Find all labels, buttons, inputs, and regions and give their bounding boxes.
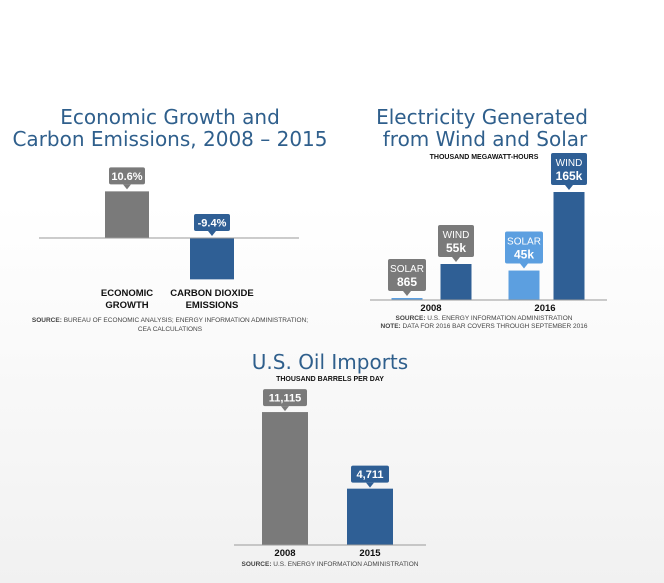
c2-cat-2016: 2016 bbox=[534, 303, 555, 314]
c3-callout-0 bbox=[263, 389, 307, 412]
c1-source-text-2: CEA CALCULATIONS bbox=[138, 326, 203, 333]
c2-solar-value-1: 45k bbox=[514, 248, 534, 262]
c2-note-text: DATA FOR 2016 BAR COVERS THROUGH SEPTEMB… bbox=[401, 323, 588, 330]
c1-source: SOURCE: BUREAU OF ECONOMIC ANALYSIS; ENE… bbox=[32, 317, 308, 324]
c2-title-line-2: from Wind and Solar bbox=[383, 127, 588, 151]
c2-wind-bar-1 bbox=[553, 192, 585, 300]
c2-wind-callout-1-box bbox=[551, 153, 587, 186]
c3-value-label-0: 11,115 bbox=[269, 393, 301, 405]
c3-cat-2015: 2015 bbox=[359, 548, 381, 559]
c2-wind-callout-1 bbox=[551, 153, 587, 191]
c2-wind-name-0: WIND bbox=[443, 230, 470, 241]
c3-callout-1 bbox=[351, 465, 389, 488]
c2-wind-value-0: 55k bbox=[446, 241, 466, 255]
c1-title-line-1: Economic Growth and bbox=[60, 105, 280, 129]
c2-solar-callout-1-box bbox=[505, 231, 543, 264]
c2-note: NOTE: DATA FOR 2016 BAR COVERS THROUGH S… bbox=[381, 323, 588, 330]
c2-source-text: U.S. ENERGY INFORMATION ADMINISTRATION bbox=[426, 315, 573, 322]
c2-solar-name-1: SOLAR bbox=[507, 237, 541, 248]
c1-bar-1 bbox=[190, 238, 234, 280]
c3-bar-1 bbox=[347, 488, 393, 545]
c3-value-label-1: 4,711 bbox=[357, 469, 384, 481]
c3-bar-0 bbox=[262, 412, 308, 545]
c2-wind-callout-1-pointer bbox=[565, 185, 573, 191]
c2-wind-name-1: WIND bbox=[556, 158, 583, 169]
c1-callout-0-box bbox=[109, 167, 145, 185]
c2-wind-value-1: 165k bbox=[556, 169, 583, 183]
c2-title-line-1: Electricity Generated bbox=[376, 105, 588, 129]
c1-cat-0-line-1: ECONOMIC bbox=[101, 288, 153, 299]
oil-imports-chart: U.S. Oil Imports THOUSAND BARRELS PER DA… bbox=[234, 350, 426, 568]
c2-solar-callout-1 bbox=[505, 231, 543, 269]
c2-solar-name-0: SOLAR bbox=[390, 264, 424, 275]
c3-cat-2008: 2008 bbox=[274, 548, 295, 559]
c2-wind-callout-0 bbox=[438, 225, 474, 263]
c1-value-label-1: -9.4% bbox=[198, 218, 227, 230]
c2-solar-callout-0-pointer bbox=[403, 291, 411, 296]
c2-wind-callout-0-box bbox=[438, 225, 474, 258]
c3-callout-1-box bbox=[351, 465, 389, 483]
c2-solar-bar-1 bbox=[508, 270, 540, 300]
c2-solar-callout-1-pointer bbox=[520, 263, 528, 269]
c3-source-label: SOURCE: bbox=[242, 561, 272, 568]
c2-solar-callout-0 bbox=[388, 259, 426, 296]
c1-title-line-2: Carbon Emissions, 2008 – 2015 bbox=[12, 127, 327, 151]
c3-callout-0-box bbox=[263, 389, 307, 407]
c3-callout-1-pointer bbox=[366, 482, 374, 488]
c1-source-text-1: BUREAU OF ECONOMIC ANALYSIS; ENERGY INFO… bbox=[62, 317, 308, 324]
c2-wind-bar-0 bbox=[440, 264, 472, 300]
c1-bar-0 bbox=[105, 191, 149, 238]
c1-value-label-0: 10.6% bbox=[111, 171, 142, 183]
c3-source-text: U.S. ENERGY INFORMATION ADMINISTRATION bbox=[272, 561, 419, 568]
c1-callout-1 bbox=[194, 214, 230, 236]
c1-callout-1-pointer bbox=[208, 231, 216, 236]
c3-title: U.S. Oil Imports bbox=[252, 350, 408, 374]
c2-subtitle: THOUSAND MEGAWATT-HOURS bbox=[430, 154, 539, 161]
wind-solar-chart: Electricity Generated from Wind and Sola… bbox=[370, 105, 607, 330]
c1-source-label: SOURCE: bbox=[32, 317, 62, 324]
c2-wind-callout-0-pointer bbox=[452, 257, 460, 263]
c1-callout-0-pointer bbox=[123, 184, 131, 190]
c1-cat-1-line-1: CARBON DIOXIDE bbox=[170, 288, 253, 299]
economic-carbon-chart: Economic Growth and Carbon Emissions, 20… bbox=[12, 105, 327, 333]
c3-source: SOURCE: U.S. ENERGY INFORMATION ADMINIST… bbox=[242, 561, 419, 568]
c2-note-label: NOTE: bbox=[381, 323, 401, 330]
c1-callout-1-box bbox=[194, 214, 230, 231]
c2-solar-callout-0-box bbox=[388, 259, 426, 291]
c2-cat-2008: 2008 bbox=[420, 303, 441, 314]
c1-callout-0 bbox=[109, 167, 145, 190]
c3-callout-0-pointer bbox=[281, 406, 289, 412]
c2-source-label: SOURCE: bbox=[396, 315, 426, 322]
c1-cat-1-line-2: EMISSIONS bbox=[186, 300, 239, 311]
c2-solar-value-0: 865 bbox=[397, 275, 417, 289]
c2-source: SOURCE: U.S. ENERGY INFORMATION ADMINIST… bbox=[396, 315, 573, 322]
c3-subtitle: THOUSAND BARRELS PER DAY bbox=[276, 376, 384, 383]
c1-cat-0-line-2: GROWTH bbox=[105, 300, 148, 311]
c2-solar-bar-0 bbox=[391, 298, 423, 300]
